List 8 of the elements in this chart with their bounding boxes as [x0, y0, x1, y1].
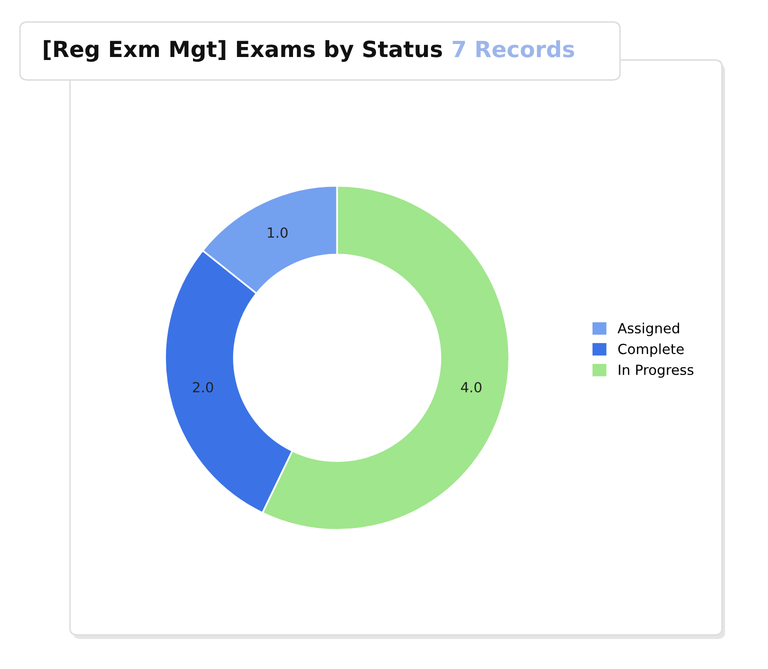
chart-subtitle: 7 Records	[452, 40, 574, 58]
legend-label: In Progress	[618, 364, 694, 378]
data-label: 2.0	[192, 382, 214, 393]
chart-title: [Reg Exm Mgt] Exams by Status	[44, 40, 442, 62]
data-label: 4.0	[460, 382, 482, 393]
legend-label: Complete	[618, 343, 684, 357]
data-label: 1.0	[268, 227, 288, 238]
legend-label: Assigned	[618, 322, 680, 336]
